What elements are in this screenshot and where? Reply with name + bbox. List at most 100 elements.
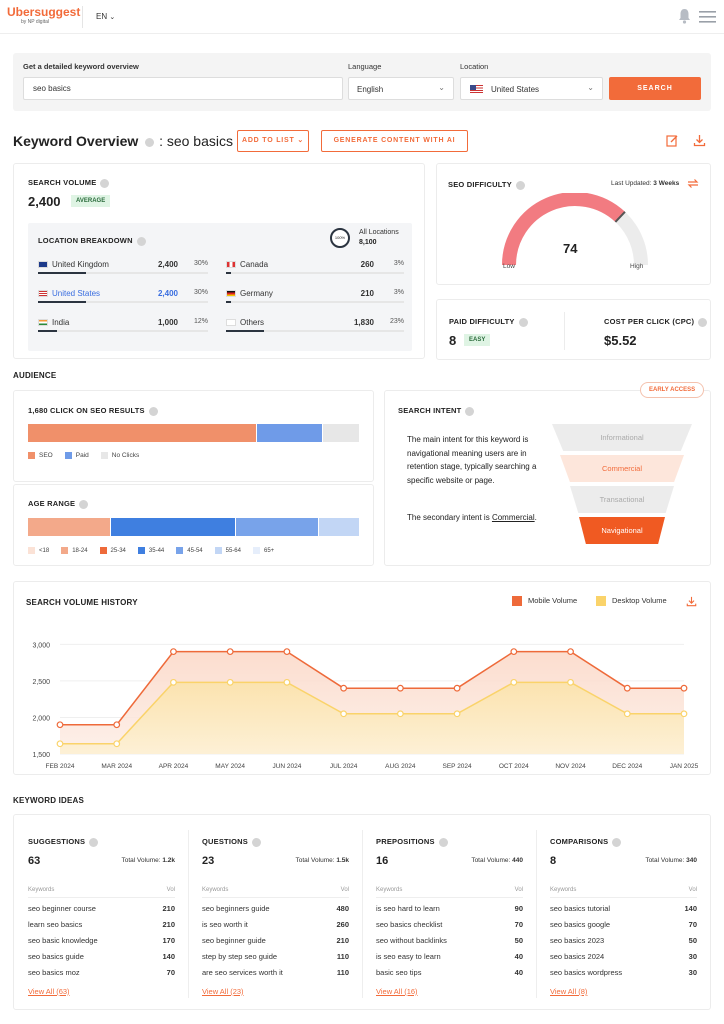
location-row[interactable]: Canada 260 3% (226, 260, 404, 269)
keyword-row[interactable]: is seo worth it 260 (202, 920, 349, 929)
audience-title: AUDIENCE (13, 371, 57, 380)
keyword-row[interactable]: is seo hard to learn 90 (376, 904, 523, 913)
menu-icon[interactable] (699, 10, 716, 24)
refresh-icon[interactable] (687, 178, 699, 191)
view-all-link[interactable]: View All (23) (202, 987, 244, 996)
keyword-row[interactable]: seo basics google 70 (550, 920, 697, 929)
bell-icon[interactable] (678, 8, 691, 24)
download-icon[interactable] (693, 134, 706, 149)
flag-icon (226, 261, 236, 269)
location-select[interactable]: United States ⌄ (460, 77, 603, 100)
search-button[interactable]: SEARCH (609, 77, 701, 100)
keyword-row[interactable]: is seo easy to learn 40 (376, 952, 523, 961)
location-percent: 23% (389, 318, 404, 325)
info-icon[interactable] (136, 236, 146, 246)
column-total: Total Volume: 340 (645, 857, 697, 864)
column-title: COMPARISONS (550, 837, 622, 847)
info-icon[interactable] (612, 837, 622, 847)
info-icon[interactable] (79, 499, 89, 509)
keyword-row[interactable]: learn seo basics 210 (28, 920, 175, 929)
funnel-step[interactable]: Commercial (560, 455, 684, 482)
data-point (623, 710, 631, 718)
column-total: Total Volume: 440 (471, 857, 523, 864)
info-icon[interactable] (100, 178, 110, 188)
keyword-row[interactable]: seo basics wordpress 30 (550, 968, 697, 977)
search-intent-label: SEARCH INTENT (398, 406, 475, 416)
keyword-row[interactable]: step by step seo guide 110 (202, 952, 349, 961)
keyword-row[interactable]: seo basics 2023 50 (550, 936, 697, 945)
keyword-row[interactable]: seo basics guide 140 (28, 952, 175, 961)
seo-difficulty-card: SEO DIFFICULTY Last Updated: 3 Weeks 74 … (436, 163, 711, 285)
age-bar (28, 518, 360, 536)
keyword-row[interactable]: seo basics tutorial 140 (550, 904, 697, 913)
language-switcher[interactable]: EN ⌄ (96, 12, 115, 21)
location-row[interactable]: India 1,000 12% (38, 318, 208, 327)
view-all-link[interactable]: View All (8) (550, 987, 588, 996)
info-icon[interactable] (465, 406, 475, 416)
info-icon[interactable] (148, 406, 158, 416)
funnel-step[interactable]: Navigational (579, 517, 665, 544)
info-icon[interactable] (518, 317, 528, 327)
language-select[interactable]: English ⌄ (348, 77, 454, 100)
bar-segment (257, 424, 324, 442)
add-to-list-label: ADD TO LIST (241, 137, 295, 144)
header-divider (28, 897, 175, 898)
gauge-fill (502, 193, 625, 266)
info-icon[interactable] (145, 137, 155, 147)
location-bar (38, 301, 208, 303)
location-row[interactable]: Others 1,830 23% (226, 318, 404, 327)
age-range-label: AGE RANGE (28, 499, 89, 509)
funnel-step[interactable]: Transactional (570, 486, 674, 513)
logo[interactable]: Ubersuggest by NP digital (7, 5, 80, 25)
search-intent-card: SEARCH INTENT The main intent for this k… (384, 390, 711, 566)
legend-desktop: Desktop Volume (596, 596, 667, 607)
location-row[interactable]: United Kingdom 2,400 30% (38, 260, 208, 269)
keyword-input[interactable] (23, 77, 343, 100)
column-count: 8 (550, 855, 557, 867)
commercial-link[interactable]: Commercial (491, 513, 535, 522)
info-icon[interactable] (89, 837, 99, 847)
keyword-row[interactable]: seo beginners guide 480 (202, 904, 349, 913)
keyword-row[interactable]: seo beginner course 210 (28, 904, 175, 913)
search-volume-card: SEARCH VOLUME 2,400 AVERAGE LOCATION BRE… (13, 163, 425, 359)
mobile-swatch (512, 596, 522, 607)
info-icon[interactable] (251, 837, 261, 847)
clicks-card: 1,680 CLICK ON SEO RESULTS SEO Paid No Cli… (13, 390, 374, 482)
legend-item: 18-24 (61, 547, 88, 554)
header-divider (202, 897, 349, 898)
keyword-row[interactable]: seo without backlinks 50 (376, 936, 523, 945)
data-point (283, 678, 291, 686)
keyword-row[interactable]: seo basic knowledge 170 (28, 936, 175, 945)
keyword-row[interactable]: seo basics moz 70 (28, 968, 175, 977)
view-all-link[interactable]: View All (16) (376, 987, 418, 996)
location-name: Others (240, 318, 265, 327)
add-to-list-button[interactable]: ADD TO LIST ⌄ (237, 130, 309, 152)
cpc-value: $5.52 (604, 333, 637, 348)
column-divider (536, 830, 537, 998)
desktop-swatch (596, 596, 606, 607)
location-name: Germany (240, 289, 273, 298)
edit-report-icon[interactable] (666, 134, 679, 149)
generate-content-button[interactable]: GENERATE CONTENT WITH AI (321, 130, 468, 152)
info-icon[interactable] (515, 180, 525, 190)
legend-item: 45-54 (176, 547, 203, 554)
column-title: SUGGESTIONS (28, 837, 99, 847)
keyword-row[interactable]: are seo services worth it 110 (202, 968, 349, 977)
location-bar (38, 330, 208, 332)
keyword-row[interactable]: seo basics checklist 70 (376, 920, 523, 929)
data-point (226, 648, 234, 656)
location-row[interactable]: United States 2,400 30% (38, 289, 208, 298)
info-icon[interactable] (698, 317, 708, 327)
chart-download-icon[interactable] (686, 596, 697, 609)
easy-badge: EASY (464, 334, 491, 346)
seo-difficulty-value: 74 (563, 241, 578, 256)
view-all-link[interactable]: View All (63) (28, 987, 70, 996)
legend-item: Paid (64, 452, 89, 459)
keyword-row[interactable]: seo beginner guide 210 (202, 936, 349, 945)
keyword-row[interactable]: seo basics 2024 30 (550, 952, 697, 961)
funnel-step[interactable]: Informational (552, 424, 692, 451)
location-bar (38, 272, 208, 274)
info-icon[interactable] (438, 837, 448, 847)
location-row[interactable]: Germany 210 3% (226, 289, 404, 298)
keyword-row[interactable]: basic seo tips 40 (376, 968, 523, 977)
